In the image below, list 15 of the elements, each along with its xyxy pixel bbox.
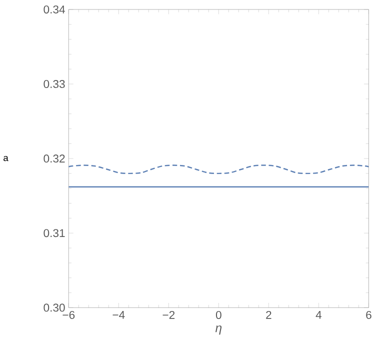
x-tick-label: −6 (62, 310, 75, 319)
y-tick-label: 0.31 (44, 229, 65, 238)
y-tick-label: 0.34 (44, 5, 65, 14)
x-axis-title: η (215, 325, 222, 335)
x-tick-label: 6 (366, 310, 372, 319)
x-tick-label: 4 (316, 310, 322, 319)
line-series (68, 164, 369, 174)
y-axis-title: a (4, 156, 8, 162)
y-tick-label: 0.33 (44, 80, 65, 88)
x-tick-label: −4 (112, 310, 125, 319)
x-tick-label: 2 (266, 310, 272, 319)
x-tick-label: −2 (162, 310, 175, 319)
x-tick-label: 0 (216, 310, 222, 319)
y-tick-label: 0.32 (44, 154, 65, 163)
y-tick-label: 0.30 (44, 304, 65, 312)
